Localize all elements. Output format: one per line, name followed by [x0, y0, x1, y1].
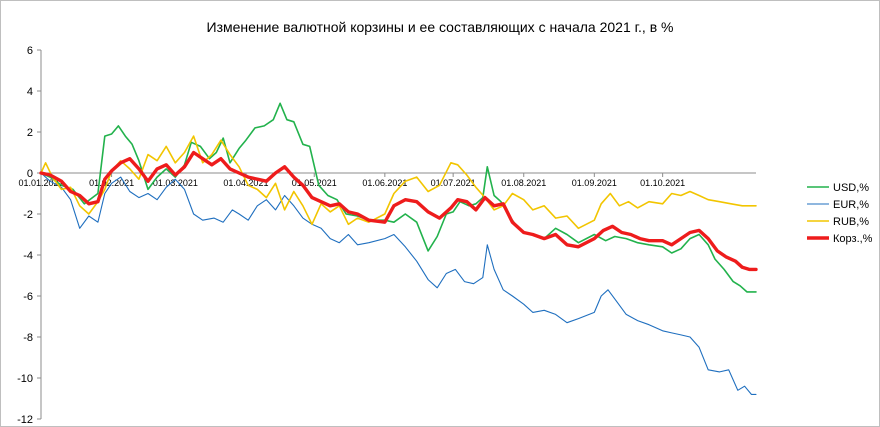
x-axis: 01.01.2021 01.02.2021 01.03.2021 01.04.2021…: [18, 172, 756, 188]
y-tick-label: -2: [23, 209, 33, 221]
legend-label: RUB,%: [833, 216, 869, 228]
y-axis: 6 4 2 0 -2 -4 -6 -8 -10 -12: [17, 45, 42, 426]
series-line-4: [39, 150, 758, 272]
x-tick-label: 01.06.2021: [362, 178, 407, 188]
x-tick-label: 01.10.2021: [640, 178, 685, 188]
y-tick-label: -8: [23, 332, 33, 344]
y-tick-label: -6: [23, 291, 33, 303]
legend-label: EUR,%: [833, 199, 869, 211]
series-line-2: [40, 172, 757, 395]
x-tick-label: 01.07.2021: [431, 178, 476, 188]
y-tick-label: 6: [27, 45, 33, 57]
y-tick-label: -4: [23, 250, 33, 262]
x-tick-label: 01.05.2021: [292, 178, 337, 188]
y-tick-label: -12: [17, 414, 33, 426]
y-tick-label: 2: [27, 127, 33, 139]
x-tick-label: 01.01.2021: [18, 178, 63, 188]
x-tick-label: 01.08.2021: [501, 178, 546, 188]
y-tick-label: -10: [17, 373, 33, 385]
chart-title: Изменение валютной корзины и ее составля…: [207, 19, 674, 35]
y-tick-label: 0: [27, 168, 33, 180]
legend: USD,% EUR,% RUB,% Корз.,%: [807, 182, 873, 245]
x-tick-label: 01.09.2021: [572, 178, 617, 188]
series-layer: [39, 102, 758, 395]
x-tick-label: 01.03.2021: [153, 178, 198, 188]
x-tick-label: 01.04.2021: [223, 178, 268, 188]
legend-label: Корз.,%: [833, 233, 873, 245]
legend-label: USD,%: [833, 182, 869, 194]
series-line-1: [40, 102, 757, 293]
y-tick-label: 4: [27, 86, 33, 98]
